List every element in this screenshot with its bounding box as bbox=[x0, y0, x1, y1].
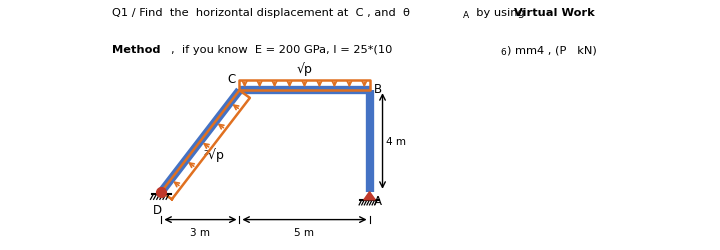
Text: Virtual Work: Virtual Work bbox=[514, 8, 595, 18]
Text: ²√p: ²√p bbox=[203, 147, 224, 161]
Text: 4 m: 4 m bbox=[387, 136, 406, 146]
Text: ) mm4 , (P   kN): ) mm4 , (P kN) bbox=[507, 45, 597, 55]
Text: B: B bbox=[374, 83, 382, 96]
Text: 5 m: 5 m bbox=[294, 227, 315, 237]
Text: 3 m: 3 m bbox=[190, 227, 210, 237]
Text: ,  if you know  E = 200 GPa, I = 25*(10: , if you know E = 200 GPa, I = 25*(10 bbox=[171, 45, 392, 55]
Text: C: C bbox=[228, 72, 235, 85]
Text: A: A bbox=[374, 194, 382, 207]
Text: √p: √p bbox=[297, 62, 312, 76]
Polygon shape bbox=[364, 192, 375, 200]
Text: 6: 6 bbox=[500, 48, 506, 56]
Text: A: A bbox=[463, 11, 469, 20]
Text: Q1 / Find  the  horizontal displacement at  C , and  θ: Q1 / Find the horizontal displacement at… bbox=[112, 8, 410, 18]
Text: by using: by using bbox=[469, 8, 528, 18]
Text: Method: Method bbox=[112, 45, 160, 55]
Text: D: D bbox=[153, 203, 162, 216]
